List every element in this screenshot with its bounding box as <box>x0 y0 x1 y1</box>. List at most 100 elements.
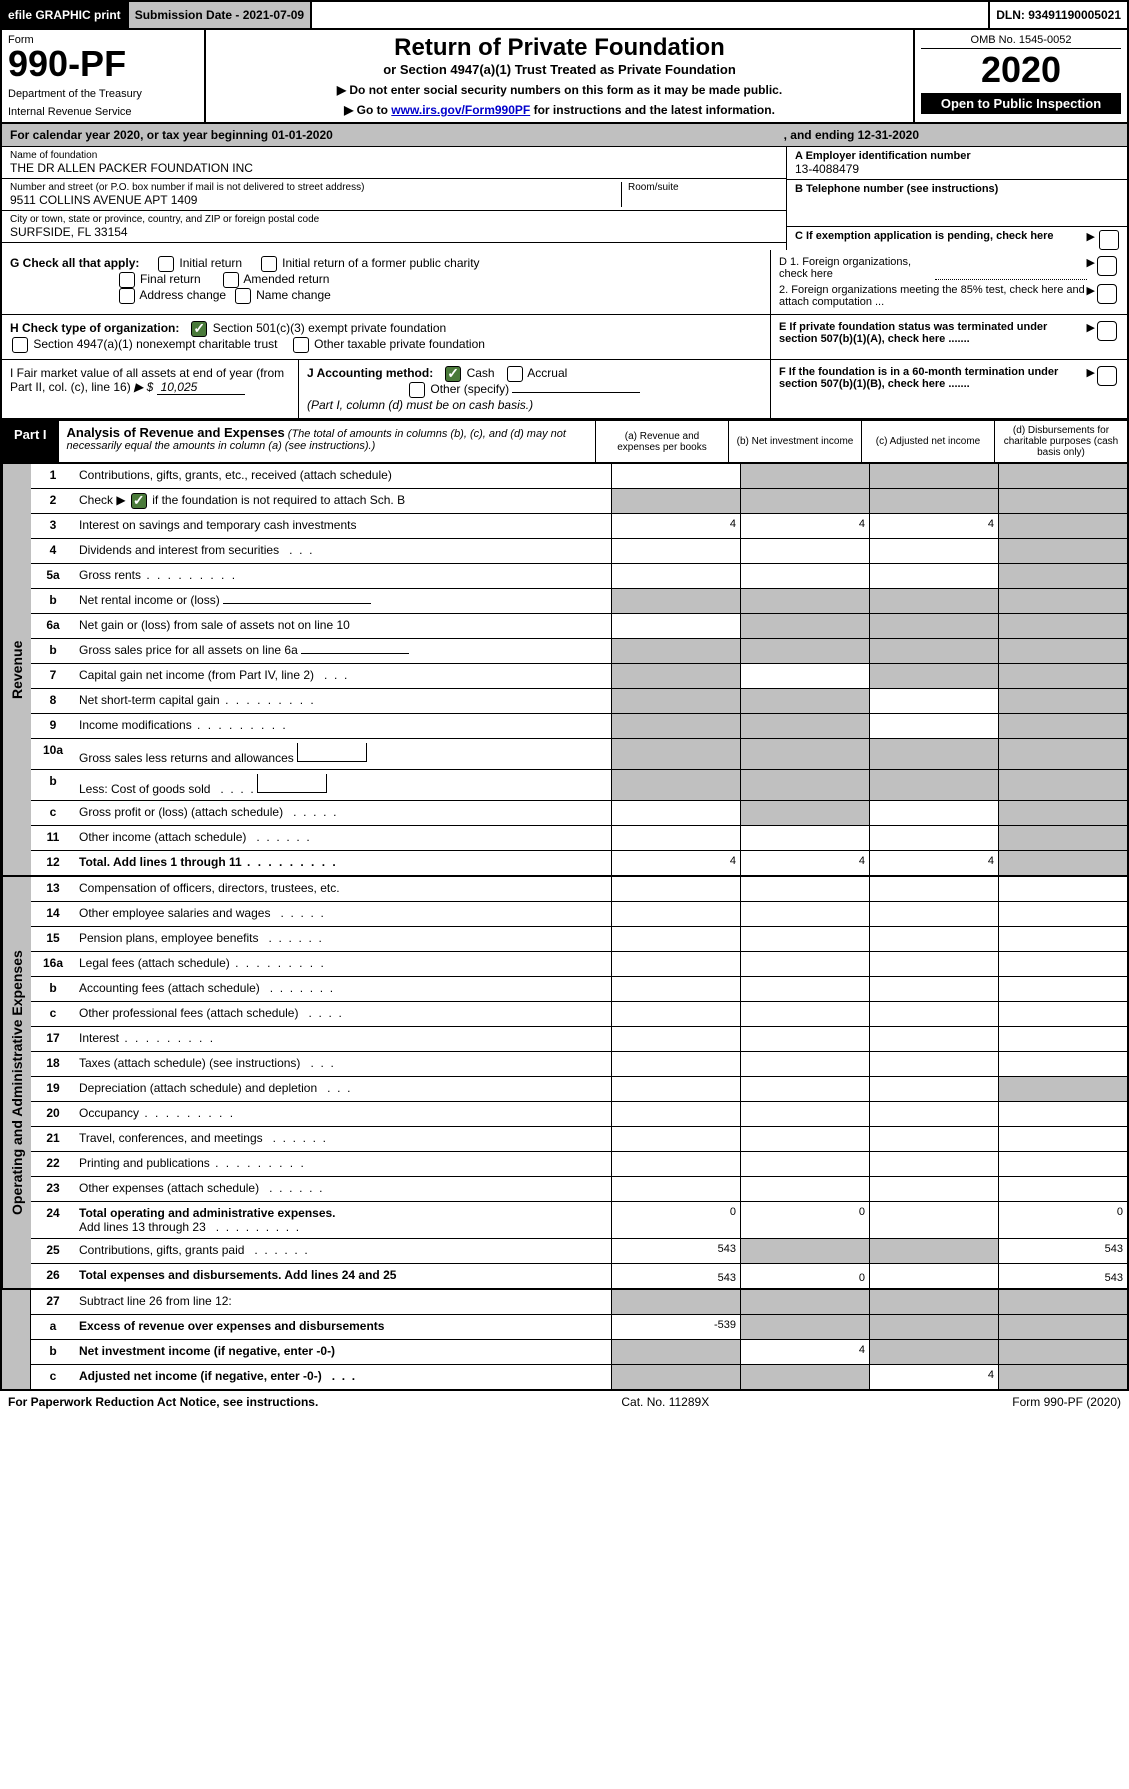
h-4947-checkbox[interactable] <box>12 337 28 353</box>
r27a-a: -539 <box>611 1315 740 1339</box>
r24-b: 0 <box>740 1202 869 1238</box>
r13-a <box>611 877 740 901</box>
r20-a <box>611 1102 740 1126</box>
r3-b: 4 <box>740 514 869 538</box>
omb-number: OMB No. 1545-0052 <box>921 34 1121 49</box>
form-header: Form 990-PF Department of the Treasury I… <box>0 30 1129 124</box>
row-5a: 5aGross rents <box>31 563 1127 588</box>
row-20: 20Occupancy <box>31 1101 1127 1126</box>
r12-d <box>998 851 1127 875</box>
r11-b <box>740 826 869 850</box>
r10a-b <box>740 739 869 769</box>
r27-b <box>740 1290 869 1314</box>
r26-label: Total expenses and disbursements. Add li… <box>75 1264 611 1288</box>
r20-num: 20 <box>31 1102 75 1126</box>
r13-num: 13 <box>31 877 75 901</box>
c-checkbox[interactable] <box>1099 230 1119 250</box>
r25-label: Contributions, gifts, grants paid . . . … <box>75 1239 611 1263</box>
r16a-d <box>998 952 1127 976</box>
g-o3: Final return <box>140 272 201 286</box>
g-amended-checkbox[interactable] <box>223 272 239 288</box>
spacer <box>312 2 990 28</box>
d2-checkbox[interactable] <box>1097 284 1117 304</box>
e-checkbox[interactable] <box>1097 321 1117 341</box>
inst2-post: for instructions and the latest informat… <box>530 103 775 117</box>
r20-b <box>740 1102 869 1126</box>
efile-label: efile GRAPHIC print <box>2 2 129 28</box>
r16c-a <box>611 1002 740 1026</box>
r9-c <box>869 714 998 738</box>
row-16a: 16aLegal fees (attach schedule) <box>31 951 1127 976</box>
r17-num: 17 <box>31 1027 75 1051</box>
section-j: J Accounting method: Cash Accrual Other … <box>299 360 770 418</box>
r27c-a <box>611 1365 740 1389</box>
r8-label: Net short-term capital gain <box>75 689 611 713</box>
r19-label: Depreciation (attach schedule) and deple… <box>75 1077 611 1101</box>
h-other-checkbox[interactable] <box>293 337 309 353</box>
r12-num: 12 <box>31 851 75 875</box>
r16c-b <box>740 1002 869 1026</box>
row-17: 17Interest <box>31 1026 1127 1051</box>
irs-link[interactable]: www.irs.gov/Form990PF <box>391 103 530 117</box>
r19-d <box>998 1077 1127 1101</box>
r21-c <box>869 1127 998 1151</box>
g-label: G Check all that apply: <box>10 256 139 270</box>
g-initial-checkbox[interactable] <box>158 256 174 272</box>
r11-d <box>998 826 1127 850</box>
dept-treasury: Department of the Treasury <box>8 88 198 100</box>
row-9: 9Income modifications <box>31 713 1127 738</box>
col-a-header: (a) Revenue and expenses per books <box>595 421 728 462</box>
r27-label: Subtract line 26 from line 12: <box>75 1290 611 1314</box>
j-o3: Other (specify) <box>430 382 509 396</box>
r5a-d <box>998 564 1127 588</box>
r12-a: 4 <box>611 851 740 875</box>
r2-checkbox[interactable] <box>131 493 147 509</box>
d1-checkbox[interactable] <box>1097 256 1117 276</box>
r5a-b <box>740 564 869 588</box>
g-initial-former-checkbox[interactable] <box>261 256 277 272</box>
irs-label: Internal Revenue Service <box>8 106 198 118</box>
r5b-b <box>740 589 869 613</box>
part1-title: Analysis of Revenue and Expenses <box>67 425 285 440</box>
j-accrual-checkbox[interactable] <box>507 366 523 382</box>
revenue-rows: 1Contributions, gifts, grants, etc., rec… <box>31 464 1127 875</box>
g-address-checkbox[interactable] <box>119 288 135 304</box>
r7-d <box>998 664 1127 688</box>
h-501c3-checkbox[interactable] <box>191 321 207 337</box>
r9-a <box>611 714 740 738</box>
r5a-c <box>869 564 998 588</box>
j-other-checkbox[interactable] <box>409 382 425 398</box>
r10a-label: Gross sales less returns and allowances <box>75 739 611 769</box>
r16a-a <box>611 952 740 976</box>
f-checkbox[interactable] <box>1097 366 1117 386</box>
r13-d <box>998 877 1127 901</box>
r17-a <box>611 1027 740 1051</box>
form-subtitle: or Section 4947(a)(1) Trust Treated as P… <box>212 62 907 77</box>
r11-a <box>611 826 740 850</box>
row-8: 8Net short-term capital gain <box>31 688 1127 713</box>
r5b-c <box>869 589 998 613</box>
r6a-num: 6a <box>31 614 75 638</box>
r27b-label: Net investment income (if negative, ente… <box>75 1340 611 1364</box>
col-c-header: (c) Adjusted net income <box>861 421 994 462</box>
r10c-d <box>998 801 1127 825</box>
r23-a <box>611 1177 740 1201</box>
r3-num: 3 <box>31 514 75 538</box>
r4-b <box>740 539 869 563</box>
col-b-header: (b) Net investment income <box>728 421 861 462</box>
col-d-header: (d) Disbursements for charitable purpose… <box>994 421 1127 462</box>
r2-label: Check ▶ if the foundation is not require… <box>75 489 611 513</box>
r6b-d <box>998 639 1127 663</box>
g-final-checkbox[interactable] <box>119 272 135 288</box>
row-10b: bLess: Cost of goods sold . . . . <box>31 769 1127 800</box>
r25-b <box>740 1239 869 1263</box>
g-name-checkbox[interactable] <box>235 288 251 304</box>
r18-a <box>611 1052 740 1076</box>
revenue-side-label: Revenue <box>2 464 31 875</box>
j-cash-checkbox[interactable] <box>445 366 461 382</box>
city-value: SURFSIDE, FL 33154 <box>10 225 778 239</box>
r16b-b <box>740 977 869 1001</box>
row-13: 13Compensation of officers, directors, t… <box>31 877 1127 901</box>
r9-b <box>740 714 869 738</box>
row-22: 22Printing and publications <box>31 1151 1127 1176</box>
